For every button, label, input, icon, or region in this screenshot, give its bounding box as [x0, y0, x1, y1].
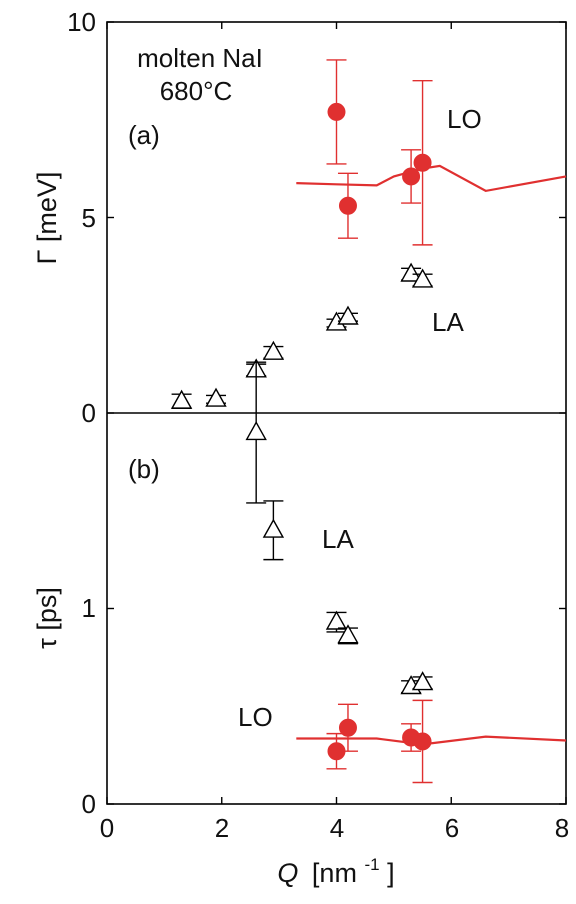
x-tick-label-0: 0 — [100, 813, 114, 843]
x-axis-label-unit: [nm — [312, 858, 357, 888]
lo-point — [413, 700, 433, 782]
la-marker — [207, 389, 226, 406]
la-point — [263, 501, 283, 560]
data-marks — [172, 60, 566, 783]
la-marker — [247, 422, 266, 439]
la-marker — [339, 307, 358, 324]
y-tick-label-b-1: 1 — [82, 593, 96, 623]
lo-point — [413, 81, 433, 245]
annotation-b-lo: LO — [238, 702, 273, 732]
la-point — [338, 626, 358, 644]
annotation-sample: molten NaI — [137, 43, 263, 73]
lo-marker — [328, 103, 345, 120]
la-point — [246, 362, 266, 503]
y-tick-label-b-0: 0 — [82, 789, 96, 819]
x-axis-label-exponent: -1 — [364, 855, 379, 874]
la-marker — [264, 520, 283, 537]
annotation-panel-b: (b) — [128, 454, 160, 484]
lo-point — [327, 60, 347, 164]
lo-model-line — [296, 166, 566, 191]
lo-marker — [339, 719, 356, 736]
x-axis-label: Q [nm -1 ] — [277, 846, 394, 888]
x-tick-label-4: 4 — [330, 813, 344, 843]
x-tick-label-6: 6 — [445, 813, 459, 843]
y-tick-label-a-10: 10 — [67, 7, 96, 37]
x-axis-label-close: ] — [387, 858, 395, 888]
y-tick-label-a-5: 5 — [82, 203, 96, 233]
y-axis-label-a: Γ [meV] — [32, 172, 62, 265]
annotation-a-lo: LO — [447, 104, 482, 134]
lo-point — [338, 173, 358, 238]
lo-marker — [414, 733, 431, 750]
x-tick-label-2: 2 — [215, 813, 229, 843]
annotation-temperature: 680°C — [160, 76, 233, 106]
lo-marker — [339, 197, 356, 214]
la-marker — [327, 612, 346, 629]
annotation-panel-a: (a) — [128, 120, 160, 150]
y-tick-label-a-0: 0 — [82, 398, 96, 428]
annotation-b-la: LA — [322, 524, 354, 554]
x-axis-label-symbol: Q — [277, 858, 298, 888]
annotation-a-la: LA — [432, 307, 464, 337]
x-tick-label-8: 8 — [555, 813, 569, 843]
la-point — [172, 391, 192, 408]
y-axis-label-b: τ [ps] — [32, 587, 62, 649]
la-point — [327, 612, 347, 632]
la-point — [206, 389, 226, 406]
la-point — [338, 307, 358, 324]
la-marker — [264, 342, 283, 359]
la-point — [263, 342, 283, 359]
